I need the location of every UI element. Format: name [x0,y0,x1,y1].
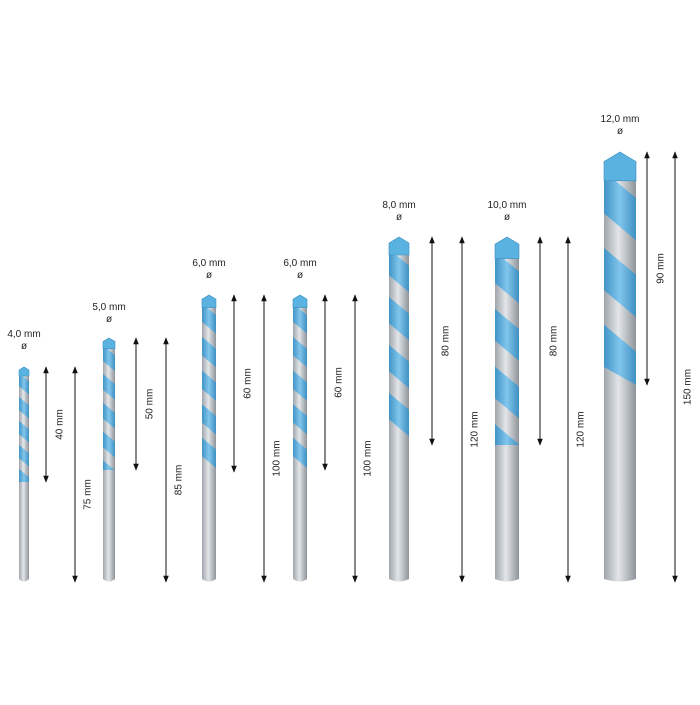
carbide-tip [201,294,217,308]
total-length-label: 150 mm [683,369,694,405]
flute-band [103,431,115,458]
flute-band [389,297,409,341]
flute-band [103,402,115,429]
flute-band [389,393,409,437]
drill-shank [202,303,216,582]
carbide-tip [494,236,520,259]
total-length-label: 120 mm [576,411,587,447]
flute-band [495,309,519,361]
carbide-tip [18,366,30,377]
flute-band [293,337,307,368]
flute-length-label: 50 mm [145,389,156,420]
diameter-symbol: ø [21,341,27,352]
diameter-symbol: ø [106,314,112,325]
flute-band [604,324,636,385]
total-length-label: 75 mm [83,479,94,510]
diameter-symbol: ø [297,270,303,281]
flute-band [103,374,115,400]
flute-length-label: 90 mm [656,253,667,284]
drill-bit [201,294,217,582]
flute-band [389,345,409,389]
flute-length-label: 60 mm [334,367,345,398]
total-length-label: 85 mm [174,465,185,496]
flute-band [495,424,519,445]
diameter-symbol: ø [617,126,623,137]
diameter-label: 8,0 mm [382,200,415,211]
carbide-tip [102,337,116,350]
total-length-label: 120 mm [470,411,481,447]
total-length-label: 100 mm [363,440,374,476]
diameter-label: 6,0 mm [283,258,316,269]
flute-band [202,404,216,435]
drill-bit [603,151,637,582]
flute-band [19,373,29,395]
flute-band [293,370,307,401]
flute-band [604,248,636,318]
flute-band [495,251,519,304]
diameter-label: 10,0 mm [488,200,527,211]
flute-band [202,370,216,401]
diameter-symbol: ø [504,212,510,223]
drill-bit [292,294,308,582]
drill-bit [388,236,410,582]
flute-length-label: 80 mm [549,326,560,357]
total-length-label: 100 mm [272,440,283,476]
flute-band [19,397,29,419]
diameter-label: 5,0 mm [92,302,125,313]
drill-bit [18,366,30,582]
flute-length-label: 60 mm [243,368,254,399]
drill-bit [102,337,116,582]
drill-shank [495,251,519,582]
flute-band [103,460,115,471]
drill-bit [494,236,520,582]
flute-band [293,303,307,334]
diameter-label: 12,0 mm [601,114,640,125]
drill-shank [293,303,307,582]
diameter-label: 6,0 mm [192,258,225,269]
flute-band [293,437,307,469]
carbide-tip [603,151,637,182]
diameter-symbol: ø [206,270,212,281]
flute-band [389,249,409,293]
carbide-tip [388,236,410,256]
flute-band [19,445,29,467]
flute-length-label: 80 mm [441,326,452,357]
flute-band [293,404,307,435]
flute-band [495,366,519,419]
flute-length-label: 40 mm [55,409,66,440]
diameter-label: 4,0 mm [7,329,40,340]
drill-shank [103,345,115,582]
flute-band [19,469,29,482]
diameter-symbol: ø [396,212,402,223]
flute-band [103,345,115,372]
carbide-tip [292,294,308,308]
flute-band [202,437,216,469]
flute-band [604,171,636,241]
flute-band [19,421,29,443]
flute-band [202,337,216,368]
flute-band [202,303,216,334]
